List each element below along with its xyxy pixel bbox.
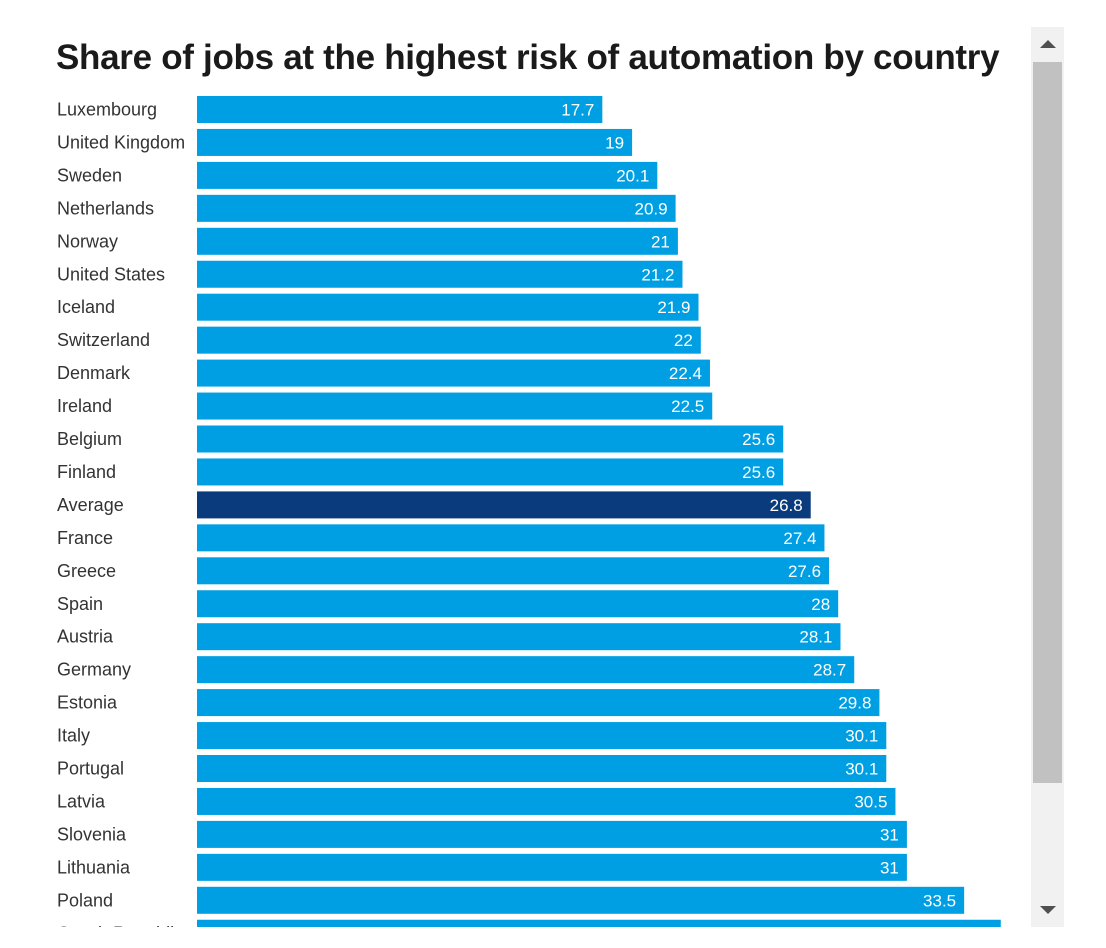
chart-title: Share of jobs at the highest risk of aut… [56,38,1000,77]
value-label: 31 [880,825,899,844]
category-label: Ireland [57,396,112,416]
category-label: Denmark [57,363,131,383]
value-label: 27.4 [783,529,816,548]
category-label: Norway [57,231,118,251]
value-label: 31 [880,858,899,877]
scrollbar-thumb[interactable] [1033,62,1062,783]
category-label: Average [57,495,124,515]
category-label: Latvia [57,791,106,811]
bar[interactable] [197,359,710,387]
value-label: 28.7 [813,661,846,680]
bar-chart: Luxembourg 17.7 United Kingdom 19 Sweden 20.1… [57,96,1001,927]
bar[interactable] [197,886,965,914]
category-label: Iceland [57,297,115,317]
value-label: 28.1 [799,628,832,647]
bar[interactable] [197,919,1001,927]
category-label: United Kingdom [57,132,185,152]
category-label: Portugal [57,759,124,779]
category-label: Lithuania [57,857,131,877]
bar[interactable] [197,590,839,618]
bar[interactable] [197,623,841,651]
value-label: 20.1 [616,166,649,185]
scroll-up-button[interactable] [1031,27,1064,61]
value-label: 30.1 [845,760,878,779]
triangle-up-icon [1039,40,1056,48]
category-label: Italy [57,726,90,746]
value-label: 21.2 [641,265,674,284]
category-label: Luxembourg [57,100,157,120]
bar[interactable] [197,755,887,782]
bar[interactable] [197,557,830,585]
category-label: Czech Republic [57,923,183,927]
triangle-down-icon [1039,906,1056,914]
value-label: 35.1 [960,924,993,927]
value-label: 22 [674,331,693,350]
category-label: Netherlands [57,198,154,218]
bar[interactable] [197,458,784,486]
category-label: Finland [57,462,116,482]
category-label: France [57,528,113,548]
value-label: 22.4 [669,364,702,383]
category-label: Austria [57,627,114,647]
bar[interactable] [197,524,825,552]
value-label: 22.5 [671,397,704,416]
bar[interactable] [197,392,713,420]
bar[interactable] [197,689,880,717]
category-label: Slovenia [57,824,127,844]
bar-average[interactable] [197,491,811,519]
bar[interactable] [197,820,907,848]
category-label: Spain [57,594,103,614]
value-label: 25.6 [742,463,775,482]
value-label: 29.8 [838,694,871,713]
bar[interactable] [197,722,887,750]
value-label: 21 [651,232,670,251]
bar[interactable] [197,326,701,354]
value-label: 17.7 [561,101,594,120]
bar[interactable] [197,194,676,222]
value-label: 20.9 [635,199,668,218]
value-label: 30.5 [854,792,887,811]
vertical-scrollbar[interactable] [1031,27,1064,927]
category-label: Greece [57,561,116,581]
value-label: 33.5 [923,891,956,910]
bar[interactable] [197,425,784,453]
category-label: United States [57,264,165,284]
category-label: Germany [57,660,131,680]
category-label: Sweden [57,165,122,185]
value-label: 26.8 [770,496,803,515]
bar[interactable] [197,656,855,684]
scroll-down-button[interactable] [1031,893,1064,927]
category-label: Switzerland [57,330,150,350]
bar[interactable] [197,787,896,815]
bar[interactable] [197,853,907,881]
category-label: Poland [57,890,113,910]
value-label: 21.9 [657,298,690,317]
category-label: Estonia [57,693,118,713]
chart-viewport: Share of jobs at the highest risk of aut… [56,38,1001,927]
bar[interactable] [197,227,678,255]
bar[interactable] [197,260,683,288]
bar[interactable] [197,128,633,156]
value-label: 27.6 [788,562,821,581]
value-label: 25.6 [742,430,775,449]
bar[interactable] [197,293,699,321]
bar[interactable] [197,96,603,123]
bar[interactable] [197,161,658,189]
value-label: 28 [811,595,830,614]
value-label: 30.1 [845,727,878,746]
category-label: Belgium [57,429,122,449]
value-label: 19 [605,133,624,152]
